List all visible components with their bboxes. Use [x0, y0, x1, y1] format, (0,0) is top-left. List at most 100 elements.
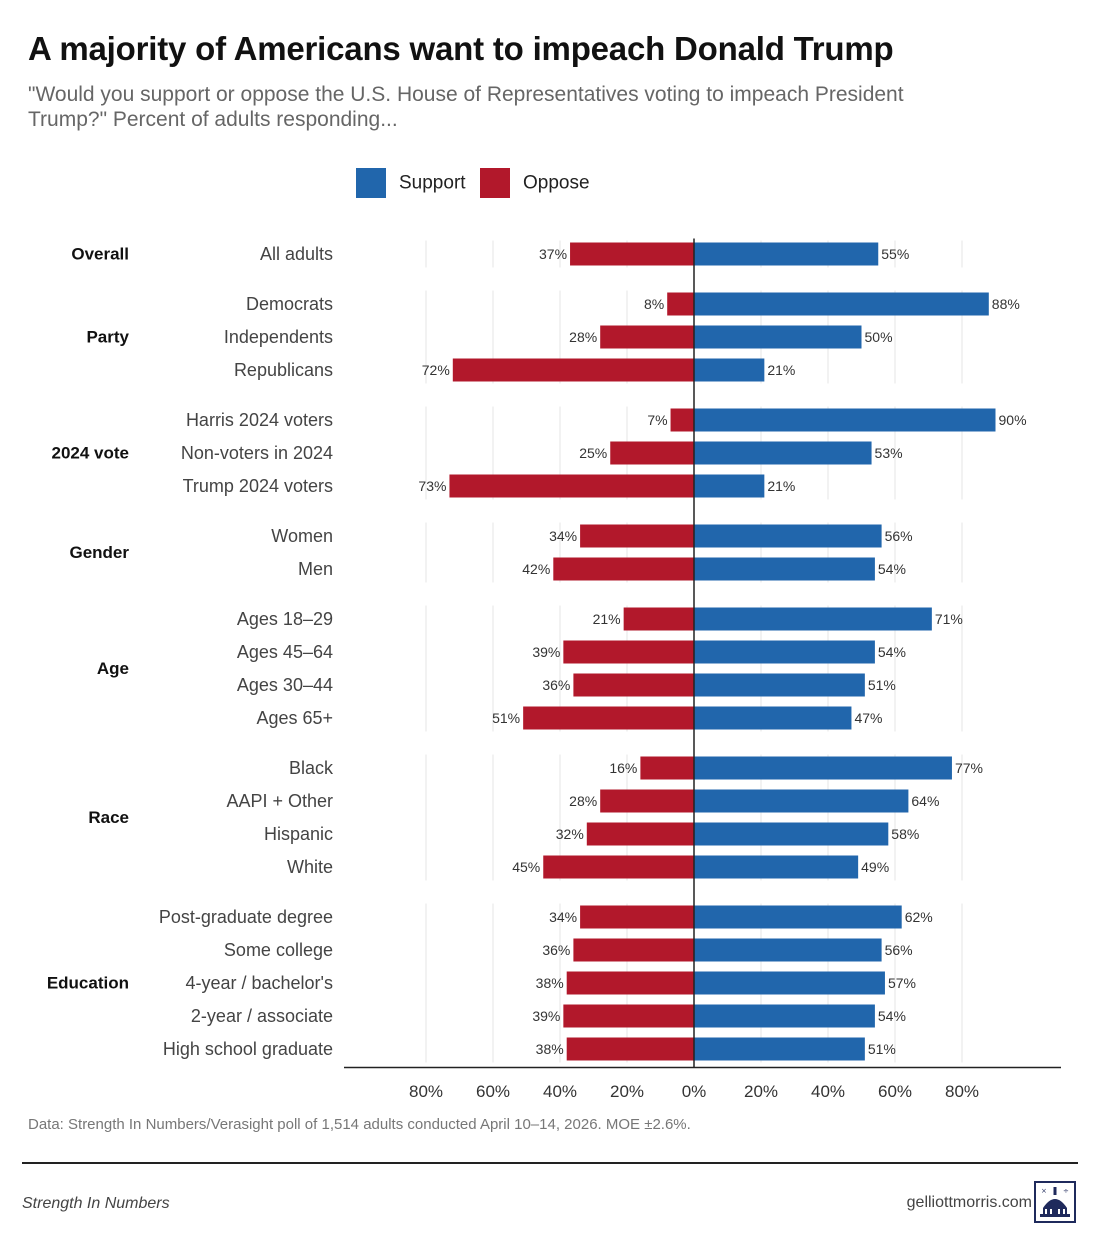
svg-text:×: × — [1041, 1187, 1047, 1195]
legend-label-support: Support — [399, 173, 466, 194]
oppose-value-label: 25% — [579, 445, 607, 461]
oppose-bar — [452, 358, 694, 382]
oppose-value-label: 7% — [647, 412, 667, 428]
oppose-value-label: 39% — [532, 1008, 560, 1024]
row-label: Non-voters in 2024 — [181, 443, 333, 463]
support-bar — [694, 242, 879, 266]
legend-label-oppose: Oppose — [523, 173, 590, 194]
support-bar — [694, 905, 902, 929]
capitol-dome-logo-icon: × ÷ — [1034, 1181, 1076, 1223]
oppose-value-label: 73% — [418, 478, 446, 494]
support-value-label: 21% — [767, 478, 795, 494]
support-value-label: 77% — [955, 760, 983, 776]
row-label: 2-year / associate — [191, 1006, 333, 1026]
row-label: Republicans — [234, 360, 333, 380]
row-label: All adults — [260, 244, 333, 264]
row-label: Ages 18–29 — [237, 609, 333, 629]
x-tick-label: 80% — [945, 1082, 979, 1101]
oppose-value-label: 45% — [512, 859, 540, 875]
group-label: Age — [97, 659, 129, 678]
chart-title: A majority of Americans want to impeach … — [28, 30, 894, 67]
oppose-bar — [600, 325, 694, 349]
oppose-bar — [563, 640, 694, 664]
group-label: Race — [88, 808, 129, 827]
support-bar — [694, 673, 865, 697]
oppose-bar — [573, 938, 694, 962]
brand-name: Strength In Numbers — [22, 1195, 170, 1212]
support-bar — [694, 789, 909, 813]
row-label: Ages 45–64 — [237, 642, 333, 662]
row-label: High school graduate — [163, 1039, 333, 1059]
oppose-bar — [573, 673, 694, 697]
x-tick-label: 60% — [476, 1082, 510, 1101]
support-bar — [694, 1004, 875, 1028]
oppose-bar — [543, 855, 694, 879]
support-bar — [694, 822, 889, 846]
x-tick-label: 40% — [811, 1082, 845, 1101]
oppose-bar — [449, 474, 694, 498]
row-label: Some college — [224, 940, 333, 960]
support-value-label: 62% — [905, 909, 933, 925]
row-label: AAPI + Other — [226, 791, 333, 811]
support-bar — [694, 756, 952, 780]
support-bar — [694, 292, 989, 316]
oppose-value-label: 28% — [569, 793, 597, 809]
group-label: 2024 vote — [52, 444, 130, 463]
oppose-bar — [580, 524, 694, 548]
oppose-bar — [580, 905, 694, 929]
oppose-value-label: 28% — [569, 329, 597, 345]
support-bar — [694, 706, 852, 730]
diverging-bar-chart: Support Oppose Overall All adults 37% 55% Part… — [47, 168, 1061, 1101]
support-value-label: 47% — [854, 710, 882, 726]
group-label: Education — [47, 974, 129, 993]
row-label: Independents — [224, 327, 333, 347]
oppose-value-label: 32% — [556, 826, 584, 842]
support-bar — [694, 441, 872, 465]
oppose-bar — [623, 607, 694, 631]
oppose-bar — [523, 706, 694, 730]
group-label: Party — [86, 328, 129, 347]
site-link[interactable]: gelliottmorris.com — [906, 1194, 1032, 1211]
row-label: Men — [298, 559, 333, 579]
row-label: White — [287, 857, 333, 877]
oppose-value-label: 34% — [549, 909, 577, 925]
support-value-label: 88% — [992, 296, 1020, 312]
footer-divider — [22, 1162, 1078, 1164]
support-bar — [694, 557, 875, 581]
oppose-bar — [570, 242, 694, 266]
x-tick-label: 0% — [682, 1082, 707, 1101]
oppose-bar — [563, 1004, 694, 1028]
support-value-label: 51% — [868, 677, 896, 693]
support-value-label: 90% — [999, 412, 1027, 428]
support-value-label: 49% — [861, 859, 889, 875]
oppose-bar — [600, 789, 694, 813]
oppose-value-label: 36% — [542, 942, 570, 958]
row-label: Women — [271, 526, 333, 546]
support-bar — [694, 607, 932, 631]
row-label: Trump 2024 voters — [183, 476, 333, 496]
oppose-value-label: 42% — [522, 561, 550, 577]
oppose-value-label: 39% — [532, 644, 560, 660]
oppose-value-label: 34% — [549, 528, 577, 544]
support-value-label: 50% — [865, 329, 893, 345]
support-bar — [694, 358, 765, 382]
row-label: Democrats — [246, 294, 333, 314]
group-label: Overall — [71, 245, 129, 264]
x-tick-label: 80% — [409, 1082, 443, 1101]
chart-subtitle: "Would you support or oppose the U.S. Ho… — [28, 83, 904, 131]
oppose-bar — [670, 408, 694, 432]
support-value-label: 51% — [868, 1041, 896, 1057]
row-label: 4-year / bachelor's — [185, 973, 333, 993]
row-label: Harris 2024 voters — [186, 410, 333, 430]
row-label: Ages 65+ — [256, 708, 333, 728]
x-tick-label: 20% — [744, 1082, 778, 1101]
support-bar — [694, 971, 885, 995]
oppose-bar — [553, 557, 694, 581]
support-value-label: 21% — [767, 362, 795, 378]
oppose-value-label: 8% — [644, 296, 664, 312]
oppose-value-label: 72% — [422, 362, 450, 378]
group-label: Gender — [69, 543, 129, 562]
support-value-label: 58% — [891, 826, 919, 842]
support-value-label: 53% — [875, 445, 903, 461]
support-value-label: 57% — [888, 975, 916, 991]
